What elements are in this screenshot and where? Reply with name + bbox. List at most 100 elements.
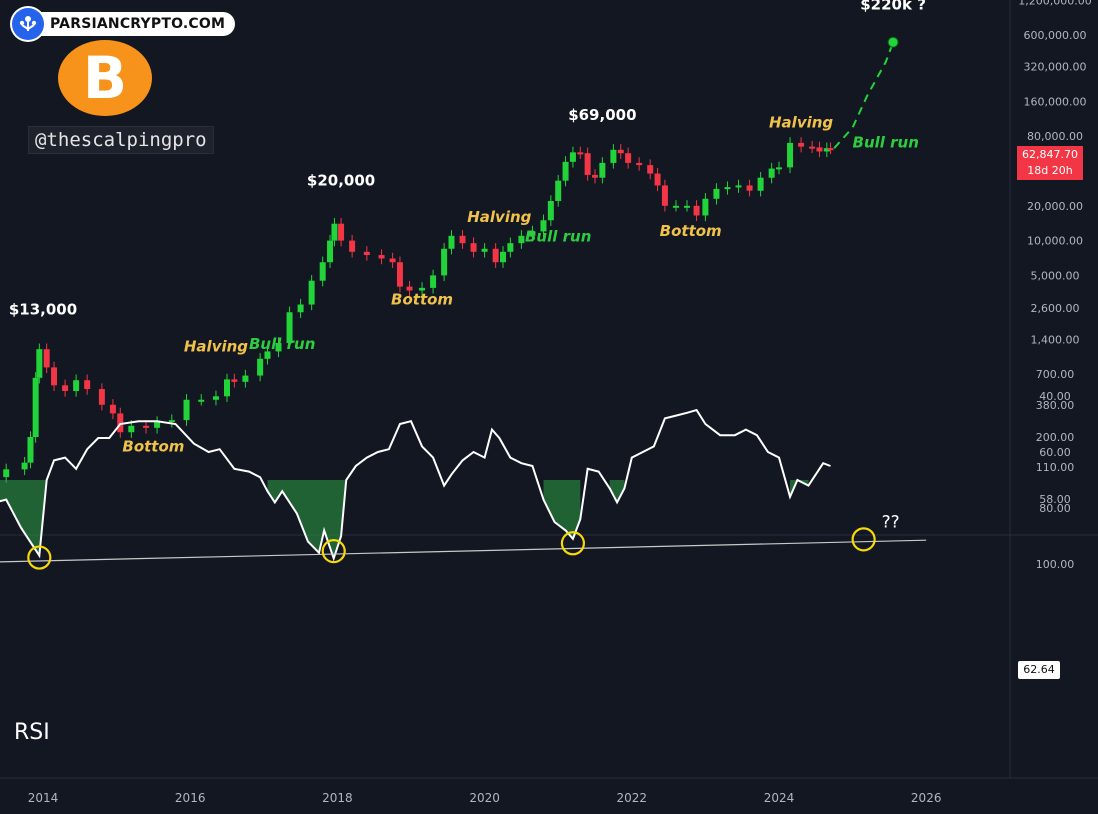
candle <box>43 343 50 374</box>
price-axis-tick: 600,000.00 <box>1024 29 1087 42</box>
candle <box>212 390 219 406</box>
candle-body <box>625 153 632 163</box>
candle-body <box>757 177 764 191</box>
candle-body <box>827 148 834 151</box>
price-axis-tick: 80,000.00 <box>1027 130 1083 143</box>
candle <box>768 162 775 184</box>
candle-body <box>448 235 455 249</box>
time-axis-tick: 2026 <box>911 791 942 805</box>
candle-body <box>500 251 506 263</box>
candle <box>617 144 624 159</box>
candle-body <box>224 379 230 397</box>
candle <box>331 218 338 247</box>
rsi-value-tag: 62.64 <box>1018 661 1060 679</box>
site-name: PARSIANCRYPTO.COM <box>36 12 236 36</box>
rsi-axis-tick: 60.00 <box>1039 446 1071 459</box>
candle-body <box>109 404 116 414</box>
rsi-highlight-circle <box>851 527 876 552</box>
candle-body <box>98 389 105 405</box>
price-axis-tick: 58.00 <box>1039 493 1071 506</box>
candle <box>257 353 264 382</box>
candle-body <box>661 185 668 206</box>
candle <box>231 373 238 388</box>
site-badge: PARSIANCRYPTO.COM <box>12 8 236 40</box>
rsi-axis-tick: 80.00 <box>1039 502 1071 515</box>
candle <box>735 179 742 193</box>
candle-body <box>816 147 823 152</box>
candle-body <box>117 413 124 433</box>
candle <box>319 256 326 287</box>
candle <box>297 298 304 318</box>
last-price-tag: 62,847.70 18d 20h <box>1017 146 1083 180</box>
rsi-line <box>0 408 831 562</box>
candle-body <box>555 180 562 202</box>
time-axis-tick: 2016 <box>175 791 206 805</box>
price-axis-tick: 5,000.00 <box>1031 269 1080 282</box>
candle-body <box>338 223 345 241</box>
time-axis-tick: 2014 <box>28 791 59 805</box>
candle <box>540 214 547 238</box>
price-axis-tick: 380.00 <box>1036 399 1075 412</box>
price-axis-tick: 10,000.00 <box>1027 235 1083 248</box>
candle <box>109 399 116 420</box>
candle <box>661 179 668 212</box>
candle-body <box>809 146 816 149</box>
candle-body <box>636 162 643 166</box>
candle <box>693 200 700 222</box>
candle-body <box>349 240 356 252</box>
candle-body <box>154 421 161 428</box>
candle-body <box>62 385 69 392</box>
candle <box>459 230 466 249</box>
rsi-fill <box>0 480 47 556</box>
price-axis-tick: 200.00 <box>1036 431 1075 444</box>
candle <box>702 193 709 222</box>
candle-body <box>713 188 720 199</box>
rsi-highlight-label: ?? <box>882 512 900 532</box>
candle <box>625 147 632 169</box>
candle <box>338 218 345 247</box>
annotation-label: Bottom <box>122 437 184 455</box>
candle-body <box>27 437 34 463</box>
candle-body <box>36 349 43 378</box>
candle <box>308 274 315 311</box>
candle <box>378 249 385 265</box>
projection-line <box>833 41 895 149</box>
candle <box>518 230 525 249</box>
candle <box>809 140 816 154</box>
candle-body <box>470 243 477 252</box>
candle <box>406 280 413 297</box>
annotation-label: Halving <box>769 114 833 132</box>
candle-body <box>396 262 403 287</box>
candle <box>500 246 506 268</box>
candle <box>441 243 448 282</box>
rsi-fill <box>267 480 347 559</box>
candle <box>481 243 488 258</box>
candle <box>363 246 370 261</box>
candle <box>713 183 720 205</box>
candle-body <box>492 248 499 263</box>
candle <box>529 225 536 242</box>
rsi-highlights: ?? <box>27 512 900 570</box>
candle <box>724 181 731 195</box>
candle-body <box>507 243 514 252</box>
candle <box>636 157 643 171</box>
time-axis-tick: 2018 <box>322 791 353 805</box>
candle-body <box>693 205 700 216</box>
candle <box>746 179 753 197</box>
candle-body <box>183 399 190 421</box>
candle <box>547 195 554 226</box>
candle <box>98 383 105 411</box>
annotation-label: Bull run <box>249 335 315 353</box>
candle-body <box>672 205 679 208</box>
rsi-fill <box>543 480 581 539</box>
time-axis: 2014 2016 2018 2020 2022 2024 2026 <box>28 791 942 805</box>
candle-body <box>128 425 135 433</box>
rsi-axis-tick: 40.00 <box>1039 390 1071 403</box>
candle-body <box>264 351 271 359</box>
candle <box>584 147 591 181</box>
candle-body <box>569 152 576 162</box>
candle-body <box>481 248 488 252</box>
candle-countdown: 18d 20h <box>1027 164 1073 177</box>
